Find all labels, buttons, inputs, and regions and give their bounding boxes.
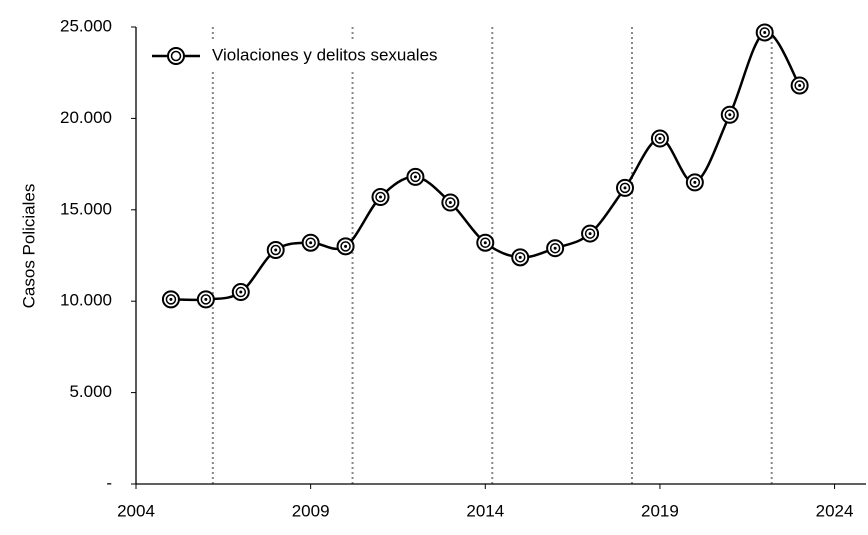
y-tick-label: -: [106, 473, 112, 492]
marker-dot: [309, 241, 313, 245]
y-tick-label: 15.000: [60, 199, 112, 218]
x-tick-label: 2024: [816, 501, 854, 520]
x-tick-label: 2009: [292, 501, 330, 520]
marker-dot: [204, 297, 208, 301]
marker-dot: [623, 186, 627, 190]
marker-dot: [798, 83, 802, 87]
line: [170, 31, 801, 302]
marker-dot: [448, 200, 452, 204]
marker-dot: [239, 290, 243, 294]
marker-dot: [588, 232, 592, 236]
y-tick-label: 20.000: [60, 108, 112, 127]
legend-bg: [148, 42, 468, 70]
marker-dot: [763, 30, 767, 34]
marker-dot: [274, 248, 278, 252]
marker-dot: [344, 244, 348, 248]
y-tick-label: 5.000: [69, 382, 112, 401]
marker-dot: [693, 180, 697, 184]
marker-dot: [169, 297, 173, 301]
marker-dot: [378, 195, 382, 199]
legend-label: Violaciones y delitos sexuales: [212, 45, 438, 64]
y-tick-label: 10.000: [60, 291, 112, 310]
marker-dot: [483, 241, 487, 245]
y-axis-label: Casos Policiales: [19, 184, 38, 309]
x-tick-label: 2004: [117, 501, 155, 520]
marker-dot: [413, 175, 417, 179]
marker-dot: [658, 137, 662, 141]
y-tick-label: 25.000: [60, 16, 112, 35]
x-tick-label: 2014: [466, 501, 504, 520]
marker-dot: [728, 113, 732, 117]
x-tick-label: 2019: [641, 501, 679, 520]
marker-dot: [553, 246, 557, 250]
marker-dot: [518, 255, 522, 259]
legend-marker-inner: [170, 50, 182, 62]
